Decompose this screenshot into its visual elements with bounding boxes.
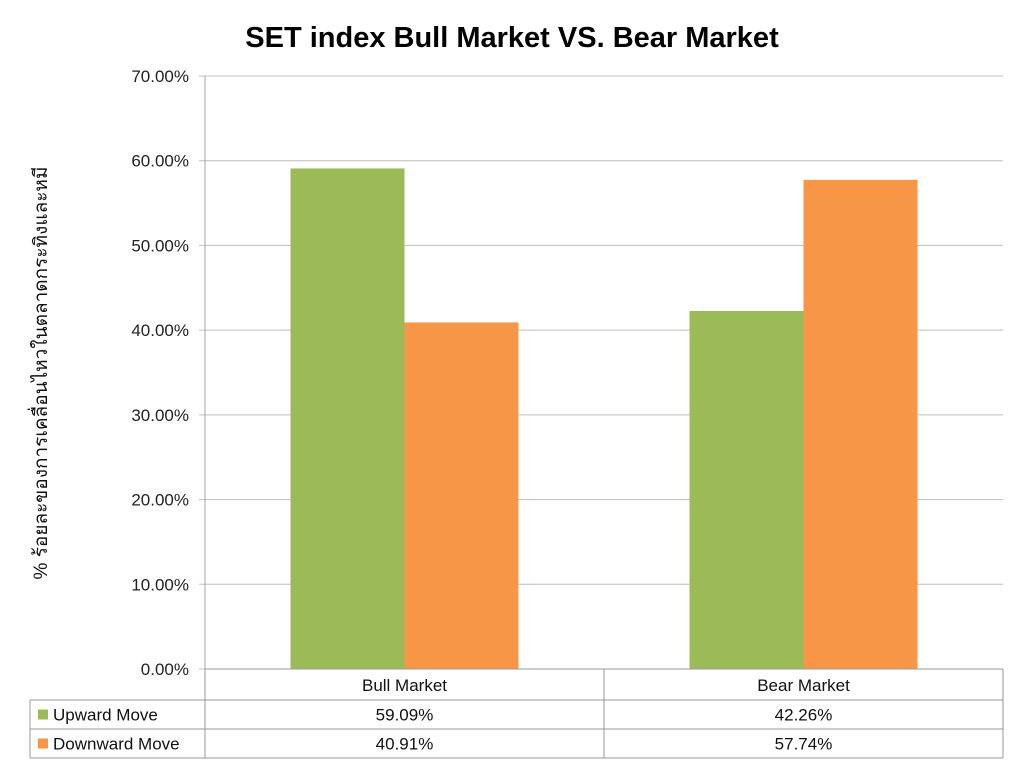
data-label: 57.74% (775, 735, 833, 754)
bar (290, 168, 405, 669)
bar (404, 322, 519, 669)
legend-key (38, 709, 48, 720)
data-label: 42.26% (775, 706, 833, 725)
legend-key (38, 738, 48, 749)
chart-title: SET index Bull Market VS. Bear Market (245, 22, 779, 54)
data-label: 59.09% (376, 706, 434, 725)
bar (689, 310, 804, 669)
y-tick-label: 70.00% (131, 67, 189, 86)
y-tick-label: 0.00% (141, 660, 189, 679)
y-tick-label: 50.00% (131, 236, 189, 255)
bar (803, 179, 918, 669)
y-tick-label: 20.00% (131, 491, 189, 510)
y-tick-label: 60.00% (131, 152, 189, 171)
x-category-label: Bear Market (757, 676, 850, 695)
y-tick-label: 30.00% (131, 406, 189, 425)
legend-entry: Upward Move (53, 706, 158, 725)
bars (290, 168, 918, 669)
y-tick-label: 40.00% (131, 321, 189, 340)
data-label: 40.91% (376, 735, 434, 754)
y-tick-label: 10.00% (131, 575, 189, 594)
data-table: Bull Market Bear Market Upward Move 59.09% 4… (29, 668, 1004, 759)
y-axis-label: % ร้อยละของการเคลื่อนไหวในตลาดกระทิงและห… (27, 167, 52, 580)
y-axis-ticks: 0.00% 10.00% 20.00% 30.00% 40.00% 50.00% 60.00… (131, 67, 189, 679)
legend-entry: Downward Move (53, 735, 180, 754)
x-category-label: Bull Market (362, 676, 447, 695)
